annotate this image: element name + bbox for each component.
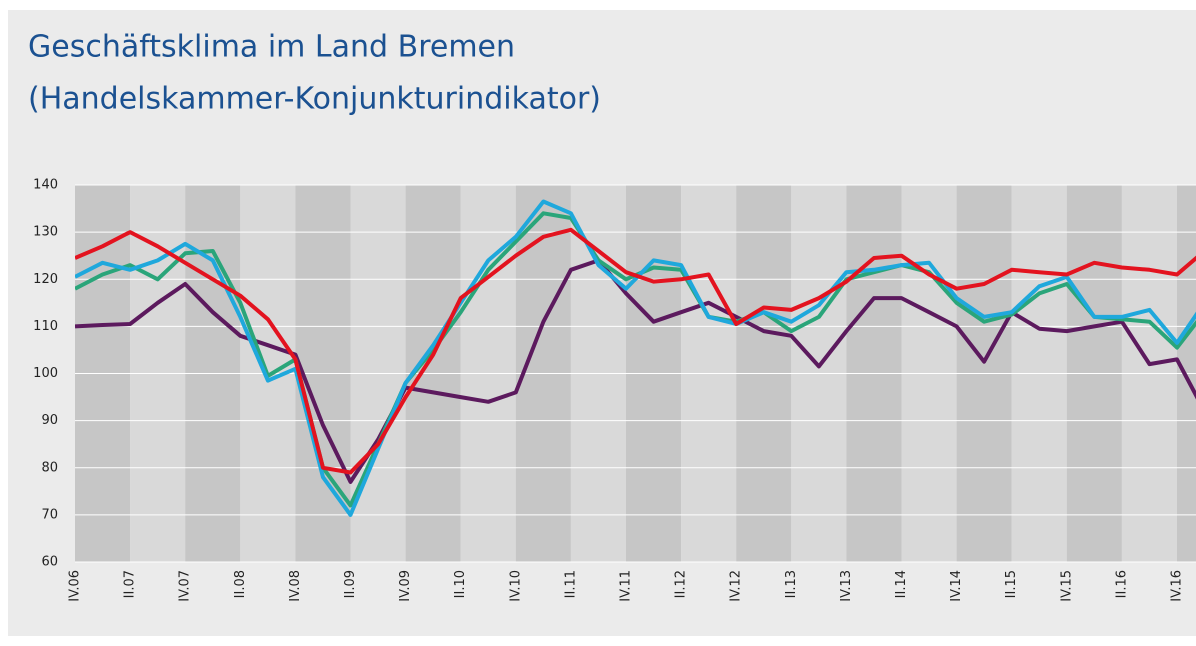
x-tick-label: II.12 bbox=[674, 570, 689, 598]
x-tick-label: II.10 bbox=[453, 570, 468, 598]
x-tick-label: IV.14 bbox=[949, 570, 964, 602]
x-tick-label: II.09 bbox=[343, 570, 358, 598]
x-tick-label: II.13 bbox=[784, 570, 799, 598]
x-tick-label: II.07 bbox=[123, 570, 138, 598]
x-tick-label: IV.08 bbox=[288, 570, 303, 602]
y-tick-label: 90 bbox=[41, 413, 58, 428]
y-tick-label: 110 bbox=[33, 319, 58, 334]
x-tick-label: II.14 bbox=[894, 570, 909, 598]
chart-title: Geschäftsklima im Land Bremen bbox=[28, 30, 515, 65]
x-tick-label: IV.09 bbox=[398, 570, 413, 602]
x-tick-label: II.08 bbox=[233, 570, 248, 598]
x-tick-label: IV.06 bbox=[68, 570, 83, 602]
y-tick-label: 120 bbox=[33, 272, 58, 287]
x-tick-label: IV.11 bbox=[619, 570, 634, 602]
x-tick-label: IV.16 bbox=[1170, 570, 1185, 602]
x-tick-label: IV.12 bbox=[729, 570, 744, 602]
x-tick-label: II.11 bbox=[563, 570, 578, 598]
series-line bbox=[75, 199, 1196, 517]
series-line bbox=[75, 258, 1196, 484]
x-tick-label: IV.13 bbox=[839, 570, 854, 602]
x-tick-label: IV.07 bbox=[178, 570, 193, 602]
y-tick-label: 140 bbox=[33, 178, 58, 193]
x-tick-label: IV.15 bbox=[1059, 570, 1074, 602]
lines bbox=[75, 199, 1196, 517]
y-tick-label: 70 bbox=[41, 507, 58, 522]
y-tick-label: 130 bbox=[33, 225, 58, 240]
y-tick-label: 60 bbox=[41, 555, 58, 570]
y-tick-label: 100 bbox=[33, 366, 58, 381]
y-tick-label: 80 bbox=[41, 460, 58, 475]
chart-subtitle: (Handelskammer-Konjunkturindikator) bbox=[28, 82, 601, 117]
x-tick-label: IV.10 bbox=[508, 570, 523, 602]
x-tick-label: II.15 bbox=[1004, 570, 1019, 598]
series-line bbox=[75, 227, 1196, 475]
x-tick-label: II.16 bbox=[1114, 570, 1129, 598]
